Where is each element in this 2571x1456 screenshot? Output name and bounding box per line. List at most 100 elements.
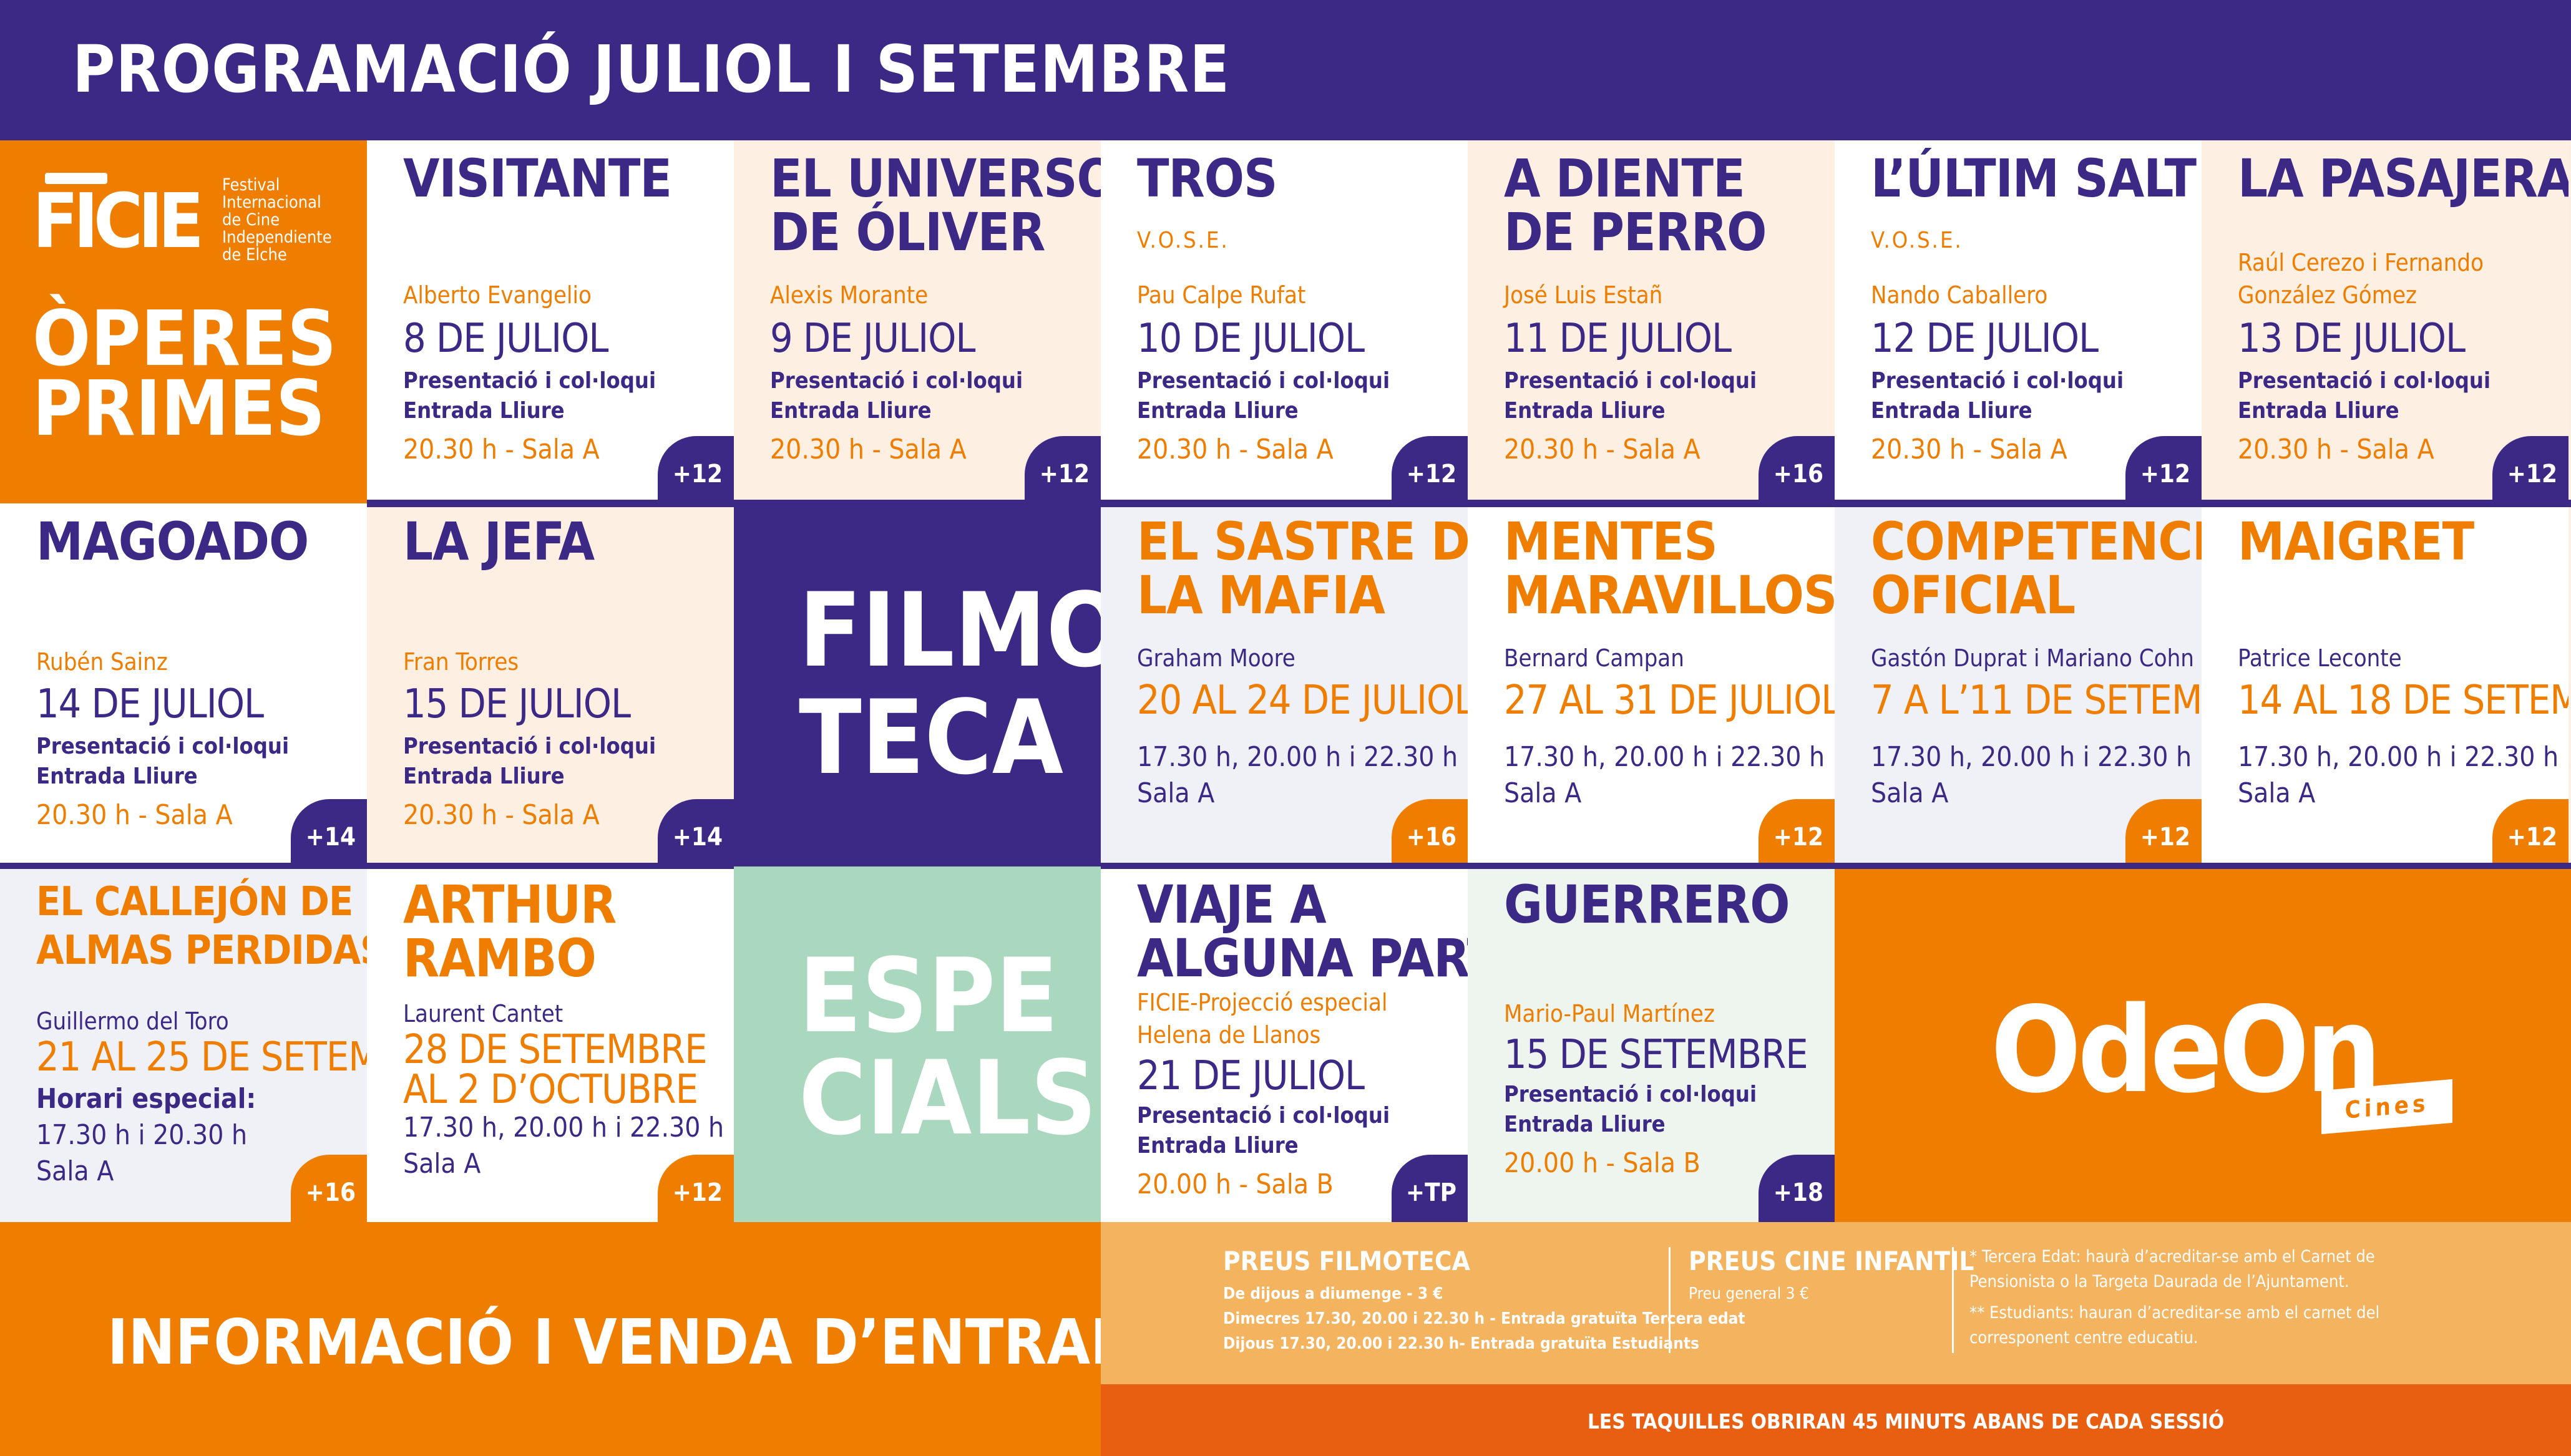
filmoteca-prices-title: PREUS FILMOTECA xyxy=(1223,1246,1470,1276)
session-time: 20.30 h - Sala A xyxy=(1871,434,2067,465)
session-time: 20.00 h - Sala B xyxy=(1504,1147,1700,1179)
film-title-line: TROS xyxy=(1137,148,1277,209)
prices-divider xyxy=(1952,1247,1954,1353)
director: Rubén Sainz xyxy=(36,648,168,676)
film-title-line: DE PERRO xyxy=(1504,201,1767,263)
ficie-logo: FICIE xyxy=(32,173,213,266)
director: Pau Calpe Rufat xyxy=(1137,281,1306,309)
session-times: 17.30 h, 20.00 h i 22.30 h xyxy=(2238,741,2559,773)
room-label: Sala A xyxy=(1504,777,1582,809)
filmoteca-label: FILMO TECA xyxy=(799,577,1125,792)
filmoteca-price-line: Dimecres 17.30, 20.00 i 22.30 h - Entrad… xyxy=(1223,1309,1745,1328)
footer-bar: LES TAQUILLES OBRIRAN 45 MINUTS ABANS DE… xyxy=(1101,1384,2571,1456)
odeon-logo: OdeOn xyxy=(1991,981,2382,1119)
director-block: Nando Caballero xyxy=(1871,279,2047,311)
film-title: EL SASTRE DE xyxy=(1137,511,1468,572)
ficie-subtitle-line: Festival xyxy=(222,175,280,195)
ficie-logo-bar xyxy=(45,173,107,184)
section-filmoteca: FILMO TECA xyxy=(734,503,1125,866)
film-date: 13 DE JULIOL xyxy=(2238,316,2466,362)
director: Alexis Morante xyxy=(770,281,929,309)
film-title-line: VISITANTE xyxy=(403,148,672,209)
details-block: 8 DE JULIOL Presentació i col·loqui Entrad… xyxy=(403,318,656,467)
session-time: 20.30 h - Sala A xyxy=(770,434,967,465)
header-banner: PROGRAMACIÓ JULIOL I SETEMBRE xyxy=(0,0,2571,140)
entry-label: Entrada Lliure xyxy=(2238,398,2399,424)
session-times: 17.30 h, 20.00 h i 22.30 h xyxy=(1137,741,1458,773)
film-title: MENTES xyxy=(1504,511,1718,572)
film-card: MAIGRET Patrice Leconte 14 AL 18 DE SETEMB… xyxy=(2202,503,2569,866)
director-block: Alberto Evangelio xyxy=(403,279,592,311)
film-card: MENTESMARAVILLOSAS Bernard Campan 27 AL 31… xyxy=(1468,503,1835,866)
film-date: 15 DE JULIOL xyxy=(403,681,631,727)
entry-label: Entrada Lliure xyxy=(1504,1112,1666,1137)
page-title: PROGRAMACIÓ JULIOL I SETEMBRE xyxy=(72,31,1231,107)
session-info: 17.30 h, 20.00 h i 22.30 h xyxy=(403,1112,724,1143)
director: Guillermo del Toro xyxy=(36,1007,229,1035)
film-date: 14 AL 18 DE SETEMBRE xyxy=(2238,677,2569,724)
film-card: EL CALLEJÓN DE LASALMAS PERDIDAS Guillerm… xyxy=(0,866,367,1222)
room-label: Sala A xyxy=(2238,777,2316,809)
film-card: LA JEFA Fran Torres 15 DE JULIOL Presentaci… xyxy=(367,503,734,866)
entry-label: Entrada Lliure xyxy=(403,398,565,424)
director: Raúl Cerezo i Fernando xyxy=(2238,249,2484,276)
director: Gastón Duprat i Mariano Cohn xyxy=(1871,644,2194,672)
presentation-label: Presentació i col·loqui xyxy=(1504,368,1757,394)
entry-label: Entrada Lliure xyxy=(1504,398,1666,424)
film-title-line: DE ÓLIVER xyxy=(770,201,1046,263)
infantil-prices-title: PREUS CINE INFANTIL xyxy=(1689,1246,1974,1276)
details-block: 10 DE JULIOL Presentació i col·loqui Entra… xyxy=(1137,318,1390,467)
price-note: corresponent centre educatiu. xyxy=(1969,1328,2198,1347)
session-info: Sala A xyxy=(403,1148,481,1180)
film-title: A DIENTE DE PERRO xyxy=(1504,152,1813,259)
film-card: A DIENTE DE PERRO José Luis Estañ 11 DE JUL… xyxy=(1468,140,1835,503)
film-date: 20 AL 24 DE JULIOL xyxy=(1137,677,1468,724)
details-block: Gastón Duprat i Mariano Cohn 7 A L’11 DE … xyxy=(1871,642,2202,812)
presentation-label: Presentació i col·loqui xyxy=(1504,1082,1757,1107)
session-info: 17.30 h i 20.30 h xyxy=(36,1119,248,1151)
director: González Gómez xyxy=(2238,281,2417,309)
film-date: 9 DE JULIOL xyxy=(770,316,975,362)
grid-divider xyxy=(367,500,2571,507)
room-label: Sala A xyxy=(1871,777,1949,809)
film-card: TROS V.O.S.E. Pau Calpe Rufat 10 DE JULIOL P… xyxy=(1101,140,1468,503)
film-date: 12 DE JULIOL xyxy=(1871,316,2099,362)
age-rating-badge: +18 xyxy=(1759,1155,1835,1222)
details-block: Rubén Sainz 14 DE JULIOL Presentació i col… xyxy=(36,646,289,833)
session-times: 17.30 h, 20.00 h i 22.30 h xyxy=(1871,741,2192,773)
odeon-block: OdeOn Cines xyxy=(1835,866,2571,1222)
especials-label: ESPE CIALS xyxy=(799,945,1097,1150)
film-title: LA JEFA xyxy=(403,511,595,572)
room-label: Sala A xyxy=(1137,777,1215,809)
director: José Luis Estañ xyxy=(1504,281,1663,309)
price-note: Pensionista o la Targeta Daurada de l’Aj… xyxy=(1969,1272,2349,1291)
age-rating-badge: +16 xyxy=(1392,799,1468,866)
director: Alberto Evangelio xyxy=(403,281,592,309)
footer-text: LES TAQUILLES OBRIRAN 45 MINUTS ABANS DE… xyxy=(1588,1409,2225,1434)
director: Graham Moore xyxy=(1137,644,1295,672)
film-date: 7 A L’11 DE SETEMBRE xyxy=(1871,677,2202,724)
film-title: EL CALLEJÓN DE LAS xyxy=(36,879,367,925)
film-title: VIAJE A xyxy=(1137,874,1327,935)
director-block: José Luis Estañ xyxy=(1504,279,1662,311)
details-block: Patrice Leconte 14 AL 18 DE SETEMBRE 17.30… xyxy=(2238,642,2569,812)
info-block: INFORMACIÓ I VENDA D’ENTRADES xyxy=(0,1222,1216,1456)
film-title: EL UNIVERSO DE ÓLIVER xyxy=(770,152,1101,259)
presentation-label: Presentació i col·loqui xyxy=(36,734,290,759)
age-rating-badge: +12 xyxy=(2125,799,2202,866)
film-title: LA PASAJERA xyxy=(2238,152,2569,251)
film-title: RAMBO xyxy=(403,928,597,989)
presentation-label: Presentació i col·loqui xyxy=(1137,1103,1390,1128)
film-title: TROS xyxy=(1137,152,1446,251)
session-time: 20.30 h - Sala A xyxy=(36,799,233,831)
version-label: V.O.S.E. xyxy=(1137,228,1229,253)
ficie-subtitle-line: de Elche xyxy=(222,245,287,265)
ficie-subtitle-line: Independiente xyxy=(222,228,332,247)
details-block: 12 DE JULIOL Presentació i col·loqui Entra… xyxy=(1871,318,2124,467)
details-block: FICIE-Projecció especial Helena de Llanos… xyxy=(1137,986,1390,1202)
film-title: MAIGRET xyxy=(2238,511,2474,572)
session-info: Horari especial: xyxy=(36,1083,256,1115)
film-date: 11 DE JULIOL xyxy=(1504,316,1732,362)
